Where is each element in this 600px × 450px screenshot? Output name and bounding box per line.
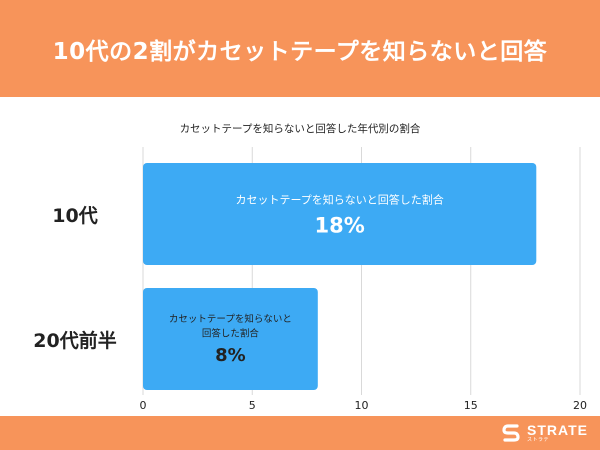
logo-text: STRATE xyxy=(527,422,588,438)
category-label: 10代 xyxy=(52,205,97,227)
bar-caption-label: カセットテープを知らないと回答した割合 xyxy=(235,193,443,207)
bar xyxy=(143,163,537,265)
bar-caption-label: カセットテープを知らないと xyxy=(169,313,292,325)
bar-chart: カセットテープを知らないと回答した年代別の割合 10代カセットテープを知らないと… xyxy=(33,122,587,412)
strate-logo-icon xyxy=(502,424,520,442)
footer-band: STRATE ストラテ xyxy=(0,416,600,450)
page-title: 10代の2割がカセットテープを知らないと回答 xyxy=(52,38,548,65)
x-tick-label: 0 xyxy=(140,399,147,412)
x-tick-label: 20 xyxy=(573,399,587,412)
chart-plot-area: 10代カセットテープを知らないと回答した割合18%20代前半カセットテープを知ら… xyxy=(33,147,587,412)
bar-value-label: 18% xyxy=(315,214,365,238)
x-tick-label: 5 xyxy=(249,399,256,412)
header-band xyxy=(0,0,600,97)
logo-subtext: ストラテ xyxy=(527,437,550,443)
bar-caption-label: 回答した割合 xyxy=(202,328,260,340)
brand-logo: STRATE ストラテ xyxy=(500,420,588,446)
bar xyxy=(143,288,318,390)
bar-value-label: 8% xyxy=(215,345,246,366)
chart-title: カセットテープを知らないと回答した年代別の割合 xyxy=(180,122,421,135)
x-tick-label: 10 xyxy=(355,399,369,412)
category-label: 20代前半 xyxy=(33,329,116,352)
x-tick-label: 15 xyxy=(464,399,478,412)
